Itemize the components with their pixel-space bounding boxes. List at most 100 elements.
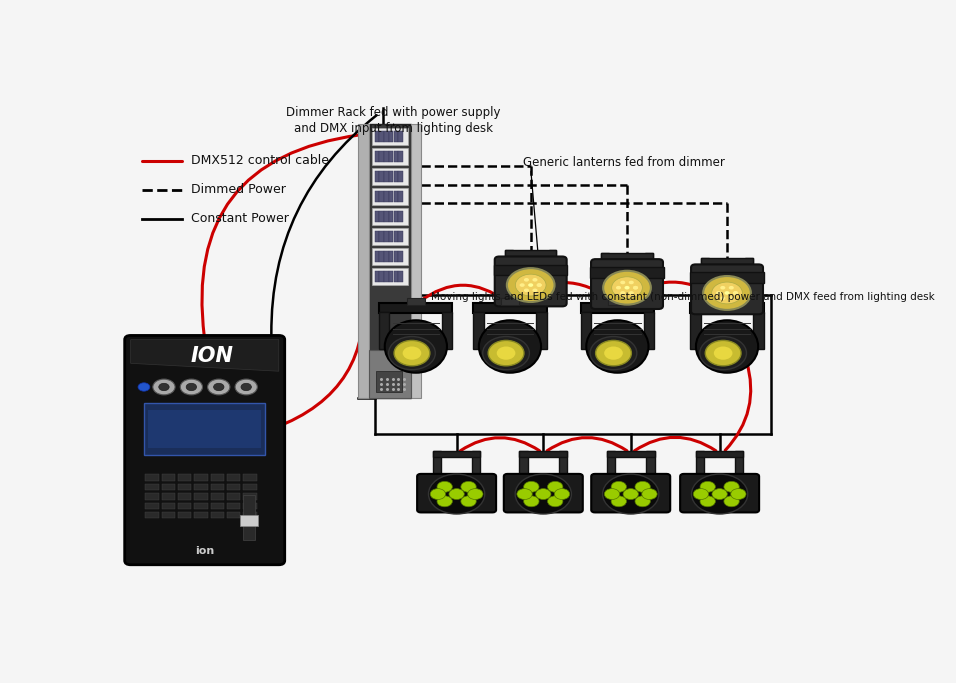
Bar <box>394 191 398 202</box>
Bar <box>505 250 512 275</box>
Circle shape <box>449 488 465 499</box>
Bar <box>377 371 402 392</box>
Bar <box>162 512 175 518</box>
Bar <box>227 484 240 490</box>
Bar <box>375 152 380 162</box>
Ellipse shape <box>586 320 648 373</box>
Bar <box>145 512 159 518</box>
FancyBboxPatch shape <box>680 474 759 512</box>
Bar <box>646 451 655 478</box>
Circle shape <box>612 277 642 298</box>
Bar <box>372 168 408 185</box>
Circle shape <box>159 383 169 391</box>
Bar <box>369 124 411 398</box>
Bar <box>145 503 159 509</box>
Circle shape <box>590 337 637 370</box>
Circle shape <box>725 291 729 295</box>
Bar <box>178 512 191 518</box>
Circle shape <box>467 488 483 499</box>
Bar <box>243 474 256 481</box>
Bar <box>210 484 224 490</box>
Circle shape <box>402 346 422 360</box>
Circle shape <box>716 291 721 295</box>
Bar <box>690 273 764 283</box>
Bar <box>406 298 425 305</box>
Bar <box>394 271 398 282</box>
Circle shape <box>437 496 452 507</box>
Bar <box>194 484 207 490</box>
Bar <box>519 451 567 457</box>
Circle shape <box>629 291 634 295</box>
Bar <box>472 451 481 478</box>
Bar <box>702 258 709 283</box>
Circle shape <box>724 496 739 507</box>
Circle shape <box>461 496 476 507</box>
Bar <box>735 451 744 478</box>
FancyBboxPatch shape <box>124 335 285 565</box>
Circle shape <box>733 291 738 295</box>
Bar <box>372 128 408 145</box>
FancyBboxPatch shape <box>504 474 583 512</box>
Circle shape <box>711 282 743 304</box>
Circle shape <box>700 496 715 507</box>
Bar <box>389 232 393 242</box>
Ellipse shape <box>479 320 541 373</box>
Bar <box>210 474 224 481</box>
Bar <box>753 311 764 349</box>
Circle shape <box>554 488 570 499</box>
Bar <box>384 211 389 222</box>
Bar <box>389 251 393 262</box>
Circle shape <box>497 346 515 360</box>
Circle shape <box>624 286 630 290</box>
Bar <box>690 311 701 349</box>
Bar <box>389 191 393 202</box>
Bar <box>399 171 402 182</box>
Bar <box>394 131 398 142</box>
Circle shape <box>489 340 524 366</box>
Circle shape <box>389 337 435 370</box>
Bar <box>380 191 384 202</box>
Bar <box>745 258 752 283</box>
Bar <box>505 250 556 256</box>
Text: Dimmed Power: Dimmed Power <box>191 183 286 196</box>
Bar <box>384 131 389 142</box>
Bar <box>144 403 266 456</box>
Bar <box>394 171 398 182</box>
Circle shape <box>641 488 657 499</box>
Bar <box>372 189 408 205</box>
Bar <box>608 298 627 305</box>
Circle shape <box>602 474 659 514</box>
Bar <box>178 503 191 509</box>
Circle shape <box>629 281 634 284</box>
Bar <box>394 211 398 222</box>
Circle shape <box>235 379 257 395</box>
Text: Generic lanterns fed from dimmer: Generic lanterns fed from dimmer <box>523 156 726 169</box>
Circle shape <box>515 474 572 514</box>
Circle shape <box>181 379 203 395</box>
Bar <box>194 503 207 509</box>
Bar <box>389 211 393 222</box>
Circle shape <box>623 488 639 499</box>
Bar <box>380 311 389 349</box>
Bar <box>210 512 224 518</box>
Bar <box>178 493 191 499</box>
Circle shape <box>700 337 747 370</box>
Bar <box>194 512 207 518</box>
FancyBboxPatch shape <box>494 257 567 307</box>
Circle shape <box>633 286 638 290</box>
Text: DMX512 control cable: DMX512 control cable <box>191 154 330 167</box>
Circle shape <box>635 482 650 492</box>
Bar <box>581 311 591 349</box>
Circle shape <box>730 488 746 499</box>
Ellipse shape <box>384 320 447 373</box>
Bar <box>399 152 402 162</box>
Text: Moving lights and LEDs fed with constant (non-dimmed) power and DMX feed from li: Moving lights and LEDs fed with constant… <box>430 292 934 302</box>
Circle shape <box>524 482 539 492</box>
Bar <box>536 311 547 349</box>
Circle shape <box>616 286 621 290</box>
Bar <box>384 271 389 282</box>
Bar <box>162 503 175 509</box>
Bar <box>601 253 653 259</box>
Bar <box>718 298 736 305</box>
Bar <box>380 171 384 182</box>
